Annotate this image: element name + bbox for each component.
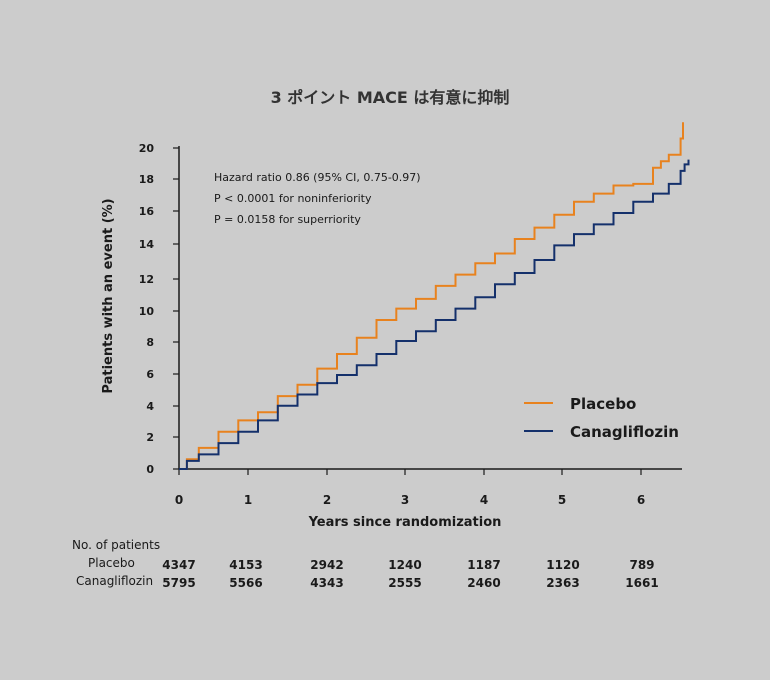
x-tick-label-2: 2 xyxy=(323,493,331,507)
y-tick-label-8: 8 xyxy=(146,336,154,349)
y-tick-label-2: 2 xyxy=(146,431,154,444)
annotation-2: P < 0.0001 for noninferiority xyxy=(214,192,372,205)
y-axis-label: Patients with an event (%) xyxy=(101,198,116,393)
risk-cell-canagliflozin-6: 1661 xyxy=(625,576,659,590)
risk-row-label-canagliflozin: Canagliflozin xyxy=(76,574,154,588)
chart-title: 3 ポイント MACE は有意に抑制 xyxy=(270,88,510,107)
risk-row-label-placebo: Placebo xyxy=(88,556,135,570)
risk-cell-placebo-1: 4153 xyxy=(229,558,263,572)
risk-cell-canagliflozin-2: 4343 xyxy=(310,576,344,590)
x-tick-label-4: 4 xyxy=(480,493,488,507)
risk-cell-placebo-0: 4347 xyxy=(162,558,196,572)
risk-cell-canagliflozin-3: 2555 xyxy=(388,576,422,590)
y-tick-label-16: 16 xyxy=(139,205,155,218)
y-tick-label-0: 0 xyxy=(146,463,154,476)
risk-cell-placebo-4: 1187 xyxy=(467,558,501,572)
risk-cell-placebo-3: 1240 xyxy=(388,558,422,572)
x-axis-label: Years since randomization xyxy=(308,515,502,530)
y-tick-label-6: 6 xyxy=(146,368,154,381)
risk-cell-placebo-2: 2942 xyxy=(310,558,344,572)
x-tick-label-1: 1 xyxy=(244,493,252,507)
x-tick-label-6: 6 xyxy=(637,493,645,507)
risk-cell-canagliflozin-0: 5795 xyxy=(162,576,196,590)
x-tick-label-0: 0 xyxy=(175,493,183,507)
x-tick-label-3: 3 xyxy=(401,493,409,507)
y-tick-label-4: 4 xyxy=(146,400,154,413)
x-tick-label-5: 5 xyxy=(558,493,566,507)
legend-label-placebo: Placebo xyxy=(570,395,636,413)
risk-cell-placebo-6: 789 xyxy=(629,558,655,572)
risk-cell-canagliflozin-5: 2363 xyxy=(546,576,580,590)
y-tick-label-20: 20 xyxy=(139,142,155,155)
series-line-canagliflozin xyxy=(179,159,690,470)
annotation-1: Hazard ratio 0.86 (95% CI, 0.75-0.97) xyxy=(214,171,421,184)
risk-cell-canagliflozin-4: 2460 xyxy=(467,576,501,590)
series-line-placebo xyxy=(179,122,684,470)
risk-cell-canagliflozin-1: 5566 xyxy=(229,576,263,590)
annotation-3: P = 0.0158 for superriority xyxy=(214,213,361,226)
y-tick-label-14: 14 xyxy=(139,238,155,251)
risk-table-header: No. of patients xyxy=(72,538,161,552)
y-tick-label-12: 12 xyxy=(139,273,154,286)
risk-cell-placebo-5: 1120 xyxy=(546,558,580,572)
legend-label-canagliflozin: Canagliflozin xyxy=(570,423,679,441)
y-tick-label-18: 18 xyxy=(139,173,154,186)
y-tick-label-10: 10 xyxy=(139,305,155,318)
